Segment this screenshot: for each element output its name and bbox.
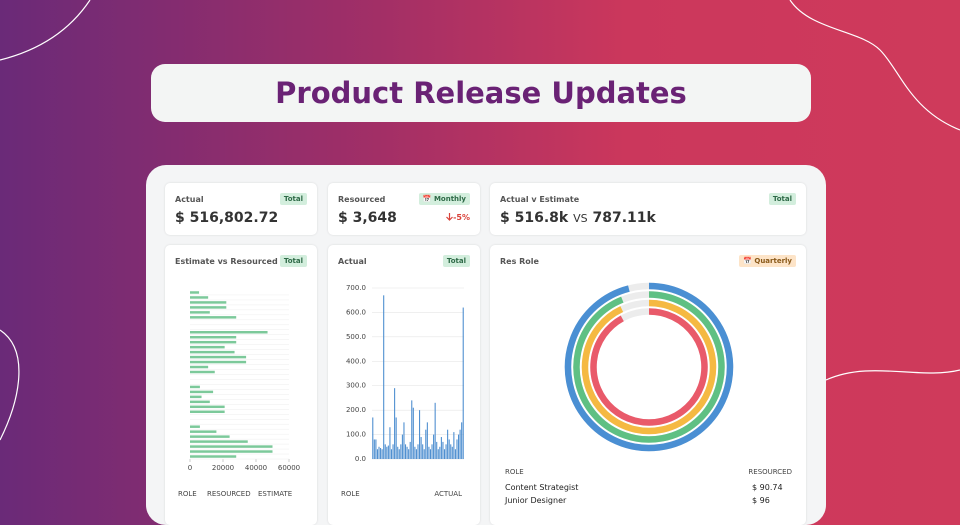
panel: Res Role 📅 Quarterly ROLE RESOURCED Cont… [490,245,806,525]
kpi-label: Resourced [338,195,386,204]
kpi-label: Actual [175,195,204,204]
kpi-value: $ 3,648 [338,210,397,226]
panel: Actual Total ROLE ACTUAL [328,245,480,525]
cell: Content Strategist [505,483,579,492]
panel-title: Estimate vs Resourced [175,257,278,266]
badge: 📅 Monthly [418,193,470,205]
value: $ 516.8k [500,210,569,226]
badge: 📅 Quarterly [739,255,796,267]
page-title: Product Release Updates [275,76,687,110]
badge-text: Quarterly [754,257,792,265]
kpi-label: Actual v Estimate [500,195,580,204]
cell: $ 90.74 [752,483,783,492]
cell: Junior Designer [505,496,567,505]
badge: Total [279,193,307,205]
column-header: RESOURCED [748,468,792,476]
title-bar: Product Release Updates [151,64,811,122]
column-header: ROLE [341,490,360,498]
down-arrow [446,213,454,221]
decoration [0,0,960,504]
kpi-value: $ 516.8k VS 787.11k [500,210,656,226]
kpi-value: $ 516,802.72 [175,210,279,226]
badge-text: Monthly [433,195,466,203]
badge: Total [442,255,470,267]
column-header: ACTUAL [434,490,462,498]
kpi-card: Actual v Estimate Total $ 516.8k VS 787.… [490,183,806,235]
compare: 787.11k [592,210,656,226]
kpi-card: Resourced 📅 Monthly $ 3,648 -5% [328,183,480,235]
badge: Total [279,255,307,267]
panel-title: Res Role [500,257,539,266]
vs: VS [573,212,588,225]
panel: Estimate vs Resourced Total ROLE RESOURC… [165,245,317,525]
badge: Total [768,193,796,205]
kpi-card: Actual Total $ 516,802.72 [165,183,317,235]
kpi-change: -5% [446,213,470,222]
cell: $ 96 [752,496,770,505]
column-header: ROLE [505,468,524,476]
column-header: RESOURCED [207,490,251,498]
column-header: ROLE [178,490,197,498]
change-text: -5% [453,213,470,222]
panel-title: Actual [338,257,367,266]
column-header: ESTIMATE [258,490,293,498]
